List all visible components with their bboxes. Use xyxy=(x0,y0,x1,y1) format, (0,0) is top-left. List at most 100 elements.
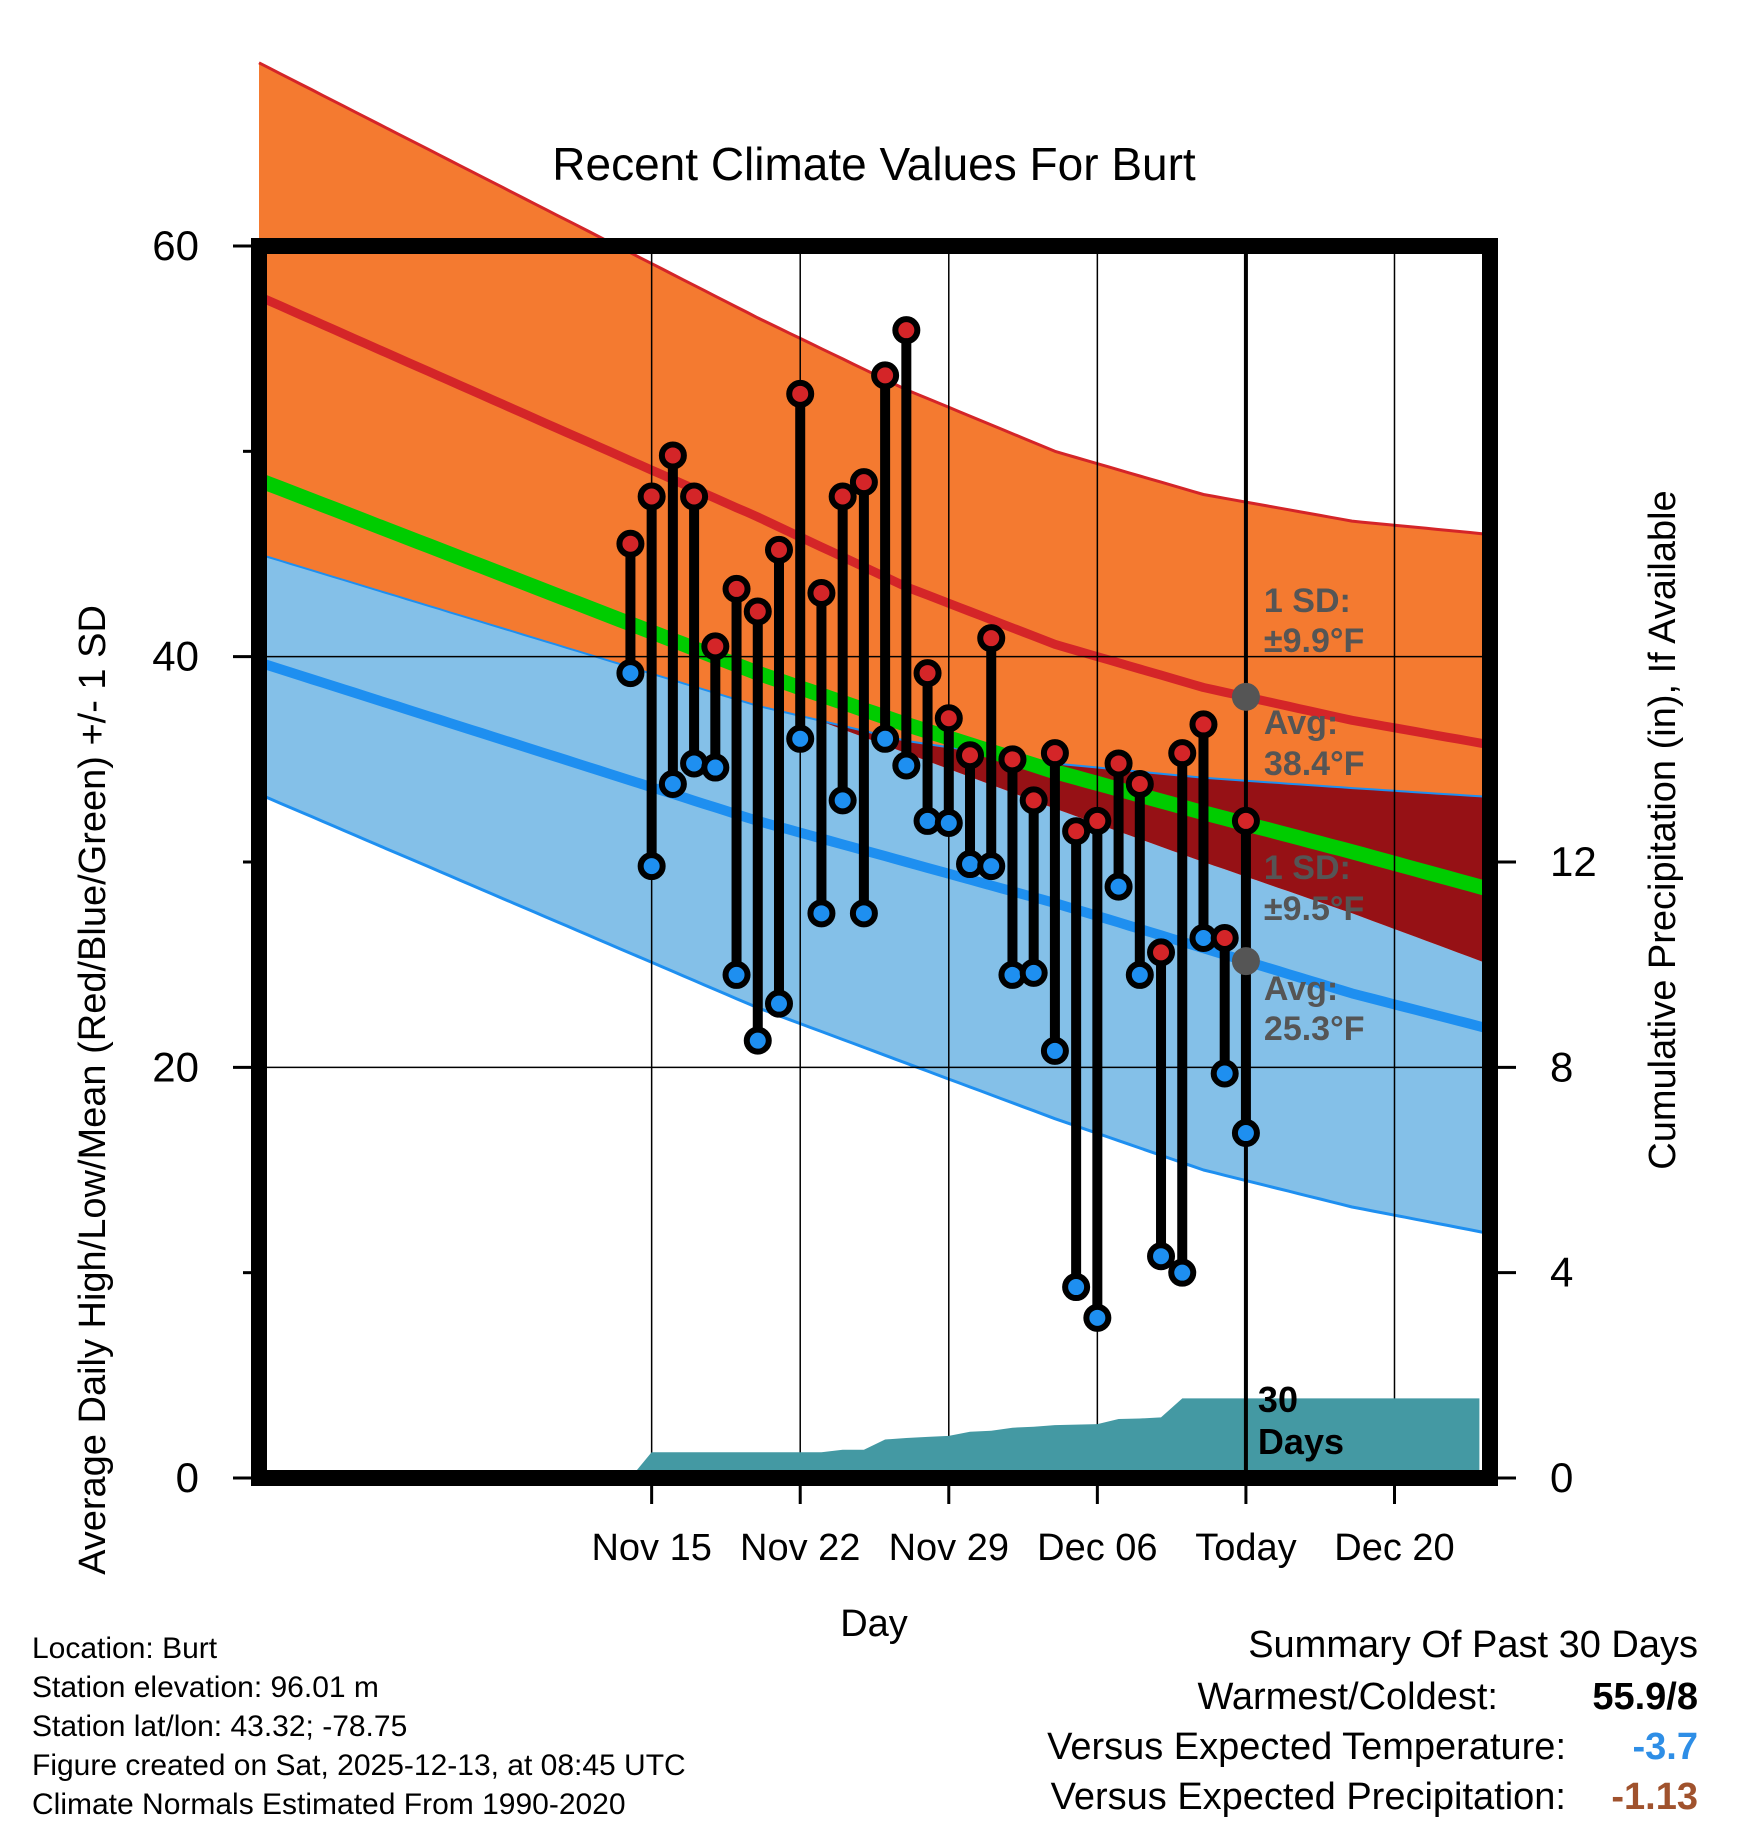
daily-high-point xyxy=(1125,769,1154,798)
info-latlon: Station lat/lon: 43.32; -78.75 xyxy=(32,1710,408,1743)
daily-low-point xyxy=(1019,958,1048,987)
y2-tick-label: 12 xyxy=(1550,838,1597,885)
daily-bars xyxy=(616,316,1260,1332)
daily-high-point xyxy=(1147,938,1176,967)
daily-low-point xyxy=(1147,1242,1176,1271)
daily-high-point xyxy=(849,468,878,497)
daily-high-point xyxy=(637,482,666,511)
y-tick-label: 40 xyxy=(152,633,199,680)
daily-low-point xyxy=(1210,1059,1239,1088)
info-normals: Climate Normals Estimated From 1990-2020 xyxy=(32,1788,626,1821)
daily-low-point xyxy=(828,786,857,815)
low-avg-value: 25.3°F xyxy=(1264,1010,1365,1048)
plot-frame xyxy=(251,238,1498,1486)
daily-low-point xyxy=(977,852,1006,881)
days-label: Days xyxy=(1258,1421,1344,1462)
y2-tick-label: 0 xyxy=(1550,1454,1573,1501)
precip-area xyxy=(630,1398,1480,1478)
chart-title: Recent Climate Values For Burt xyxy=(552,138,1196,190)
low-sd-value: ±9.5°F xyxy=(1264,890,1364,928)
daily-low-point xyxy=(934,808,963,837)
y2-tick-label: 4 xyxy=(1550,1249,1573,1296)
daily-high-point xyxy=(743,597,772,626)
daily-low-point xyxy=(892,751,921,780)
daily-low-point xyxy=(1040,1036,1069,1065)
days-number-label: 30 xyxy=(1258,1379,1298,1420)
daily-low-point xyxy=(764,989,793,1018)
summary-temp-label: Versus Expected Temperature: xyxy=(1047,1726,1566,1768)
y-axis-label: Average Daily High/Low/Mean (Red/Blue/Gr… xyxy=(72,605,114,1575)
daily-high-point xyxy=(892,316,921,345)
low-lower-edge xyxy=(258,792,1491,1236)
daily-high-point xyxy=(1040,739,1069,768)
info-location: Location: Burt xyxy=(32,1632,218,1665)
daily-high-point xyxy=(956,741,985,770)
daily-high-point xyxy=(680,482,709,511)
x-tick-label: Today xyxy=(1195,1527,1296,1569)
low-mean-line xyxy=(257,657,1492,1034)
mean-line xyxy=(256,473,1492,897)
x-tick-label: Dec 06 xyxy=(1037,1527,1157,1569)
daily-high-point xyxy=(871,361,900,390)
daily-high-point xyxy=(1062,817,1091,846)
x-axis-label: Day xyxy=(840,1603,908,1645)
axes: 0 20 40 60 0 4 8 12 Nov 15 Nov 22 Nov 29 Dec 06 Toda… xyxy=(152,222,1596,1569)
today-low-avg-marker xyxy=(1231,947,1260,976)
daily-high-point xyxy=(1083,806,1112,835)
info-created: Figure created on Sat, 2025-12-13, at 08… xyxy=(32,1749,686,1782)
daily-low-point xyxy=(786,724,815,753)
daily-low-point xyxy=(1062,1273,1091,1302)
summary-title: Summary Of Past 30 Days xyxy=(1248,1624,1698,1666)
x-tick-label: Nov 22 xyxy=(740,1527,860,1569)
daily-low-point xyxy=(616,659,645,688)
daily-high-point xyxy=(786,379,815,408)
daily-high-point xyxy=(1168,739,1197,768)
today-high-avg-marker xyxy=(1231,682,1260,711)
daily-low-point xyxy=(1083,1303,1112,1332)
y-tick-label: 20 xyxy=(152,1043,199,1090)
high-mean-line xyxy=(257,292,1491,750)
low-avg-label: Avg: xyxy=(1264,970,1338,1008)
daily-low-point xyxy=(1104,872,1133,901)
high-avg-label: Avg: xyxy=(1264,704,1338,742)
daily-high-point xyxy=(913,659,942,688)
daily-low-point xyxy=(849,899,878,928)
y-tick-label: 60 xyxy=(152,222,199,269)
daily-low-point xyxy=(1231,1119,1260,1148)
daily-high-point xyxy=(1104,749,1133,778)
daily-high-point xyxy=(658,441,687,470)
daily-high-point xyxy=(934,704,963,733)
daily-high-point xyxy=(1019,786,1048,815)
summary-precip-value: -1.13 xyxy=(1611,1776,1698,1818)
summary-warm-value: 55.9/8 xyxy=(1592,1676,1698,1718)
high-sd-value: ±9.9°F xyxy=(1264,622,1364,660)
daily-low-point xyxy=(658,769,687,798)
daily-high-point xyxy=(616,529,645,558)
daily-low-point xyxy=(1125,960,1154,989)
info-elevation: Station elevation: 96.01 m xyxy=(32,1671,379,1704)
y-tick-label: 0 xyxy=(176,1454,199,1501)
daily-low-point xyxy=(637,852,666,881)
summary-warm-label: Warmest/Coldest: xyxy=(1197,1676,1498,1718)
daily-low-point xyxy=(701,753,730,782)
daily-low-point xyxy=(871,724,900,753)
x-tick-label: Dec 20 xyxy=(1334,1527,1454,1569)
high-avg-value: 38.4°F xyxy=(1264,745,1365,783)
summary-precip-label: Versus Expected Precipitation: xyxy=(1050,1776,1566,1818)
y2-axis-label: Cumulative Precipitation (in), If Availa… xyxy=(1642,490,1684,1169)
daily-high-point xyxy=(701,632,730,661)
daily-high-point xyxy=(764,535,793,564)
daily-low-point xyxy=(743,1026,772,1055)
daily-low-point xyxy=(1168,1258,1197,1287)
daily-low-point xyxy=(722,960,751,989)
daily-high-point xyxy=(977,624,1006,653)
x-tick-label: Nov 29 xyxy=(889,1527,1009,1569)
y2-tick-label: 8 xyxy=(1550,1043,1573,1090)
daily-low-point xyxy=(807,899,836,928)
low-sd-label: 1 SD: xyxy=(1264,849,1351,887)
daily-high-point xyxy=(1210,923,1239,952)
summary-temp-value: -3.7 xyxy=(1632,1726,1698,1768)
